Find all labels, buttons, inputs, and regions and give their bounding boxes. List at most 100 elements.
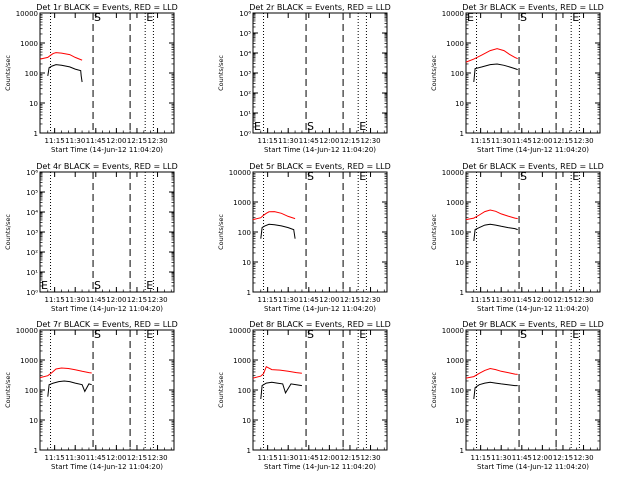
y-tick-label: 10000 — [442, 169, 464, 177]
x-tick-label: 12:30 — [147, 454, 167, 462]
x-tick-label: 12:30 — [147, 137, 167, 145]
chart-title: Det 8r BLACK = Events, RED = LLD — [249, 320, 391, 329]
chart-title: Det 3r BLACK = Events, RED = LLD — [462, 3, 604, 12]
x-tick-label: 12:30 — [147, 296, 167, 304]
x-tick-label: 11:15 — [471, 454, 491, 462]
y-tick-label: 10 — [29, 100, 38, 108]
series-lld — [39, 367, 92, 379]
y-axis-label: Counts/sec — [4, 214, 12, 250]
x-axis-label: Start Time (14-Jun-12 11:04:20) — [477, 146, 589, 154]
series-events — [473, 223, 518, 242]
x-tick-label: 12:00 — [106, 137, 126, 145]
y-tick-label: 1000 — [446, 40, 464, 48]
y-tick-label: 100 — [238, 229, 251, 237]
y-tick-label: 100 — [451, 229, 464, 237]
x-tick-label: 11:15 — [471, 296, 491, 304]
x-tick-label: 12:15 — [340, 137, 360, 145]
y-tick-label: 10 — [455, 259, 464, 267]
x-tick-label: 12:15 — [553, 454, 573, 462]
marker-start: S — [520, 170, 527, 183]
y-tick-label: 10⁰ — [239, 130, 251, 138]
y-tick-label: 1000 — [233, 199, 251, 207]
y-tick-label: 10000 — [442, 10, 464, 18]
x-tick-label: 11:30 — [65, 137, 85, 145]
x-tick-label: 11:45 — [86, 137, 106, 145]
x-tick-label: 11:45 — [299, 454, 319, 462]
y-tick-label: 1 — [460, 289, 464, 297]
marker-end: E — [572, 170, 579, 183]
y-tick-label: 1000 — [20, 40, 38, 48]
marker-end: E — [359, 170, 366, 183]
series-events — [47, 64, 83, 83]
chart-panel-4: Det 4r BLACK = Events, RED = LLD 10⁰ 10¹ 10… — [4, 162, 178, 313]
y-tick-label: 10³ — [239, 70, 251, 78]
x-tick-label: 11:30 — [278, 454, 298, 462]
x-tick-label: 12:00 — [106, 296, 126, 304]
x-tick-label: 12:00 — [532, 296, 552, 304]
x-tick-label: 12:15 — [340, 454, 360, 462]
y-tick-label: 10¹ — [239, 110, 251, 118]
chart-title: Det 5r BLACK = Events, RED = LLD — [249, 162, 391, 171]
marker-start: S — [307, 120, 314, 133]
marker-end: E — [41, 279, 48, 292]
marker-end: E — [146, 11, 153, 24]
x-tick-label: 12:00 — [319, 454, 339, 462]
series-lld — [465, 48, 518, 63]
y-tick-label: 10000 — [16, 10, 38, 18]
series-events — [260, 223, 296, 239]
y-axis-label: Counts/sec — [217, 372, 225, 408]
x-tick-label: 11:15 — [45, 454, 65, 462]
series-events — [473, 63, 518, 83]
y-tick-label: 10² — [26, 249, 38, 257]
x-tick-label: 12:30 — [573, 454, 593, 462]
series-lld — [252, 211, 296, 221]
series-events — [260, 381, 302, 400]
x-tick-label: 11:30 — [65, 296, 85, 304]
y-tick-label: 1 — [460, 130, 464, 138]
chart-panel-9: Det 9r BLACK = Events, RED = LLD 1 10 100 10… — [430, 320, 604, 471]
y-tick-label: 1 — [460, 447, 464, 455]
x-tick-label: 12:30 — [573, 296, 593, 304]
y-tick-label: 1000 — [20, 357, 38, 365]
chart-panel-8: Det 8r BLACK = Events, RED = LLD 1 10 100 10… — [217, 320, 391, 471]
series-events — [47, 380, 92, 397]
marker-end: E — [359, 120, 366, 133]
x-tick-label: 12:30 — [573, 137, 593, 145]
y-tick-label: 10 — [242, 259, 251, 267]
y-axis-label: Counts/sec — [430, 55, 438, 91]
x-axis-label: Start Time (14-Jun-12 11:04:20) — [477, 463, 589, 471]
marker-end: E — [254, 120, 261, 133]
chart-panel-6: Det 6r BLACK = Events, RED = LLD 1 10 100 10… — [430, 162, 604, 313]
y-tick-label: 10⁵ — [26, 189, 38, 197]
x-tick-label: 11:15 — [45, 137, 65, 145]
y-tick-label: 1 — [34, 447, 38, 455]
x-tick-label: 11:15 — [258, 296, 278, 304]
y-tick-label: 1 — [247, 447, 251, 455]
x-tick-label: 11:15 — [471, 137, 491, 145]
y-tick-label: 10 — [29, 417, 38, 425]
series-lld — [252, 365, 302, 379]
chart-panel-2: Det 2r BLACK = Events, RED = LLD 10⁰ 10¹ 10… — [217, 3, 391, 154]
x-tick-label: 12:00 — [106, 454, 126, 462]
x-tick-label: 12:15 — [127, 137, 147, 145]
marker-end: E — [572, 328, 579, 341]
x-tick-label: 12:00 — [319, 137, 339, 145]
x-tick-label: 11:30 — [491, 454, 511, 462]
y-tick-label: 1 — [34, 130, 38, 138]
x-tick-label: 12:15 — [553, 137, 573, 145]
marker-start: S — [307, 170, 314, 183]
y-tick-label: 100 — [451, 70, 464, 78]
y-tick-label: 1000 — [446, 199, 464, 207]
y-tick-label: 10000 — [16, 327, 38, 335]
x-tick-label: 11:45 — [86, 296, 106, 304]
x-tick-label: 11:30 — [491, 296, 511, 304]
x-tick-label: 12:00 — [319, 296, 339, 304]
y-tick-label: 10000 — [442, 327, 464, 335]
x-tick-label: 11:45 — [512, 137, 532, 145]
x-axis-label: Start Time (14-Jun-12 11:04:20) — [264, 146, 376, 154]
marker-end: E — [572, 11, 579, 24]
marker-end: E — [467, 11, 474, 24]
marker-end: E — [146, 279, 153, 292]
y-tick-label: 10³ — [26, 229, 38, 237]
